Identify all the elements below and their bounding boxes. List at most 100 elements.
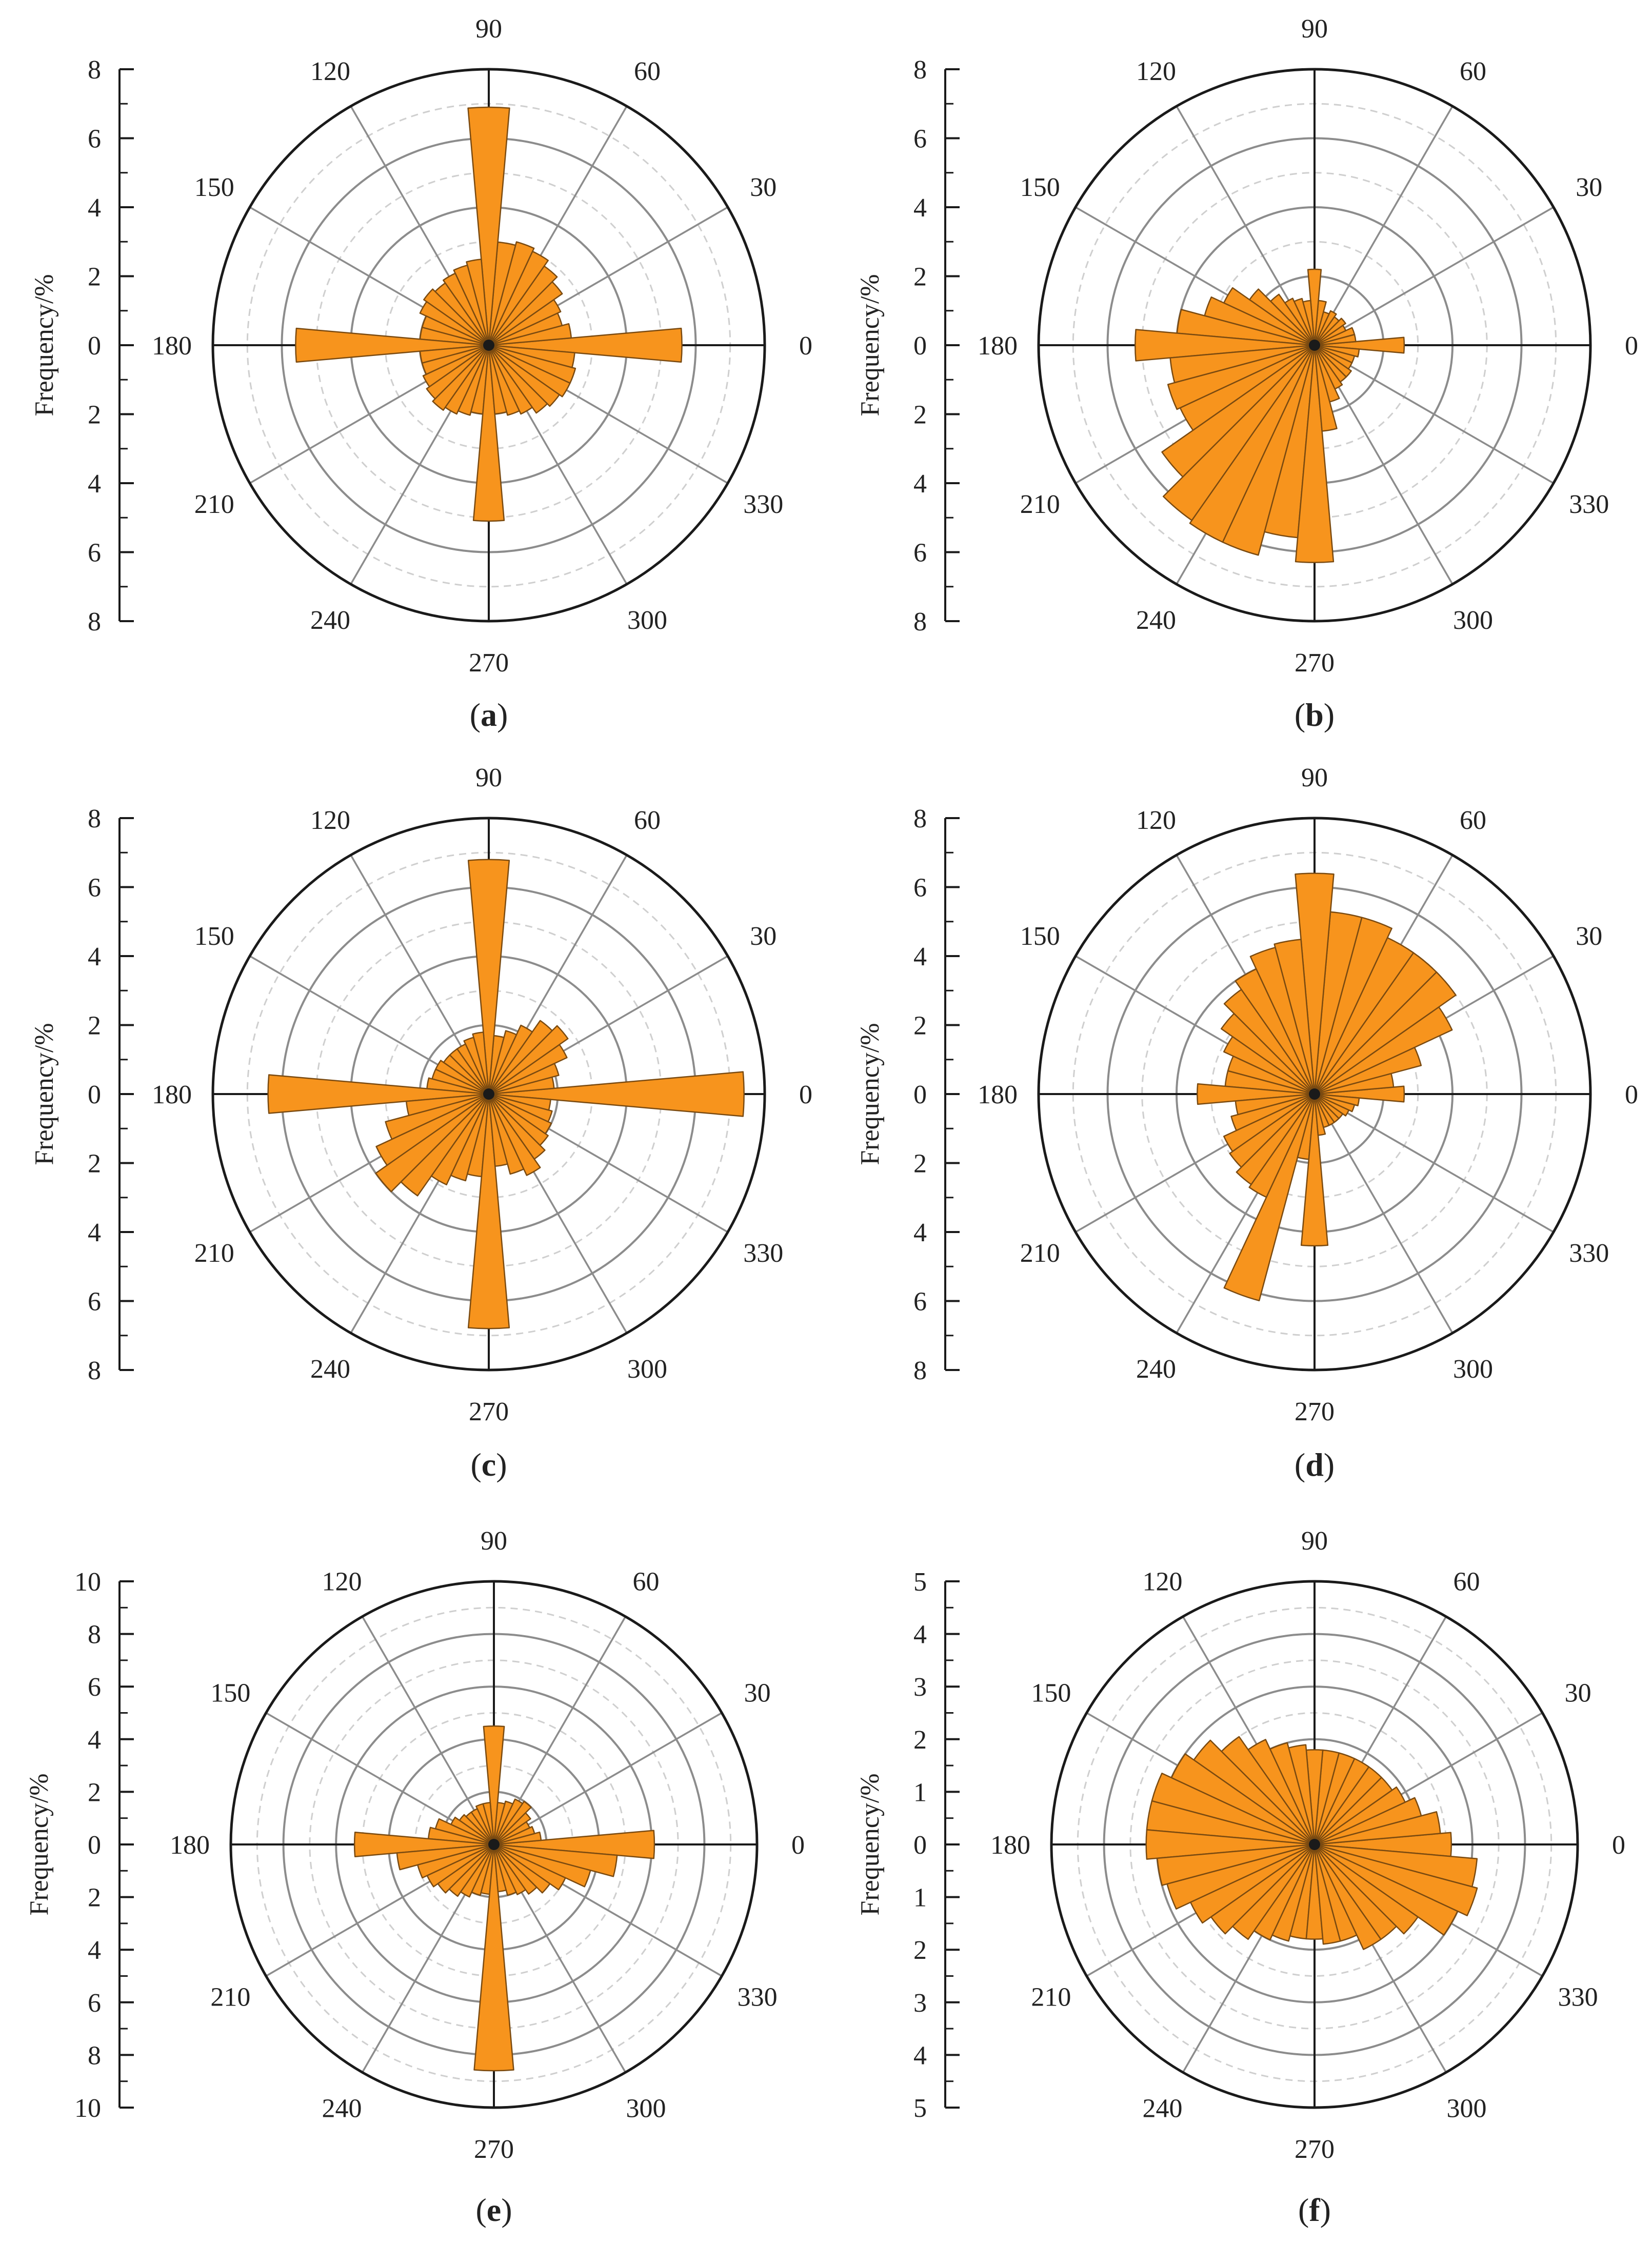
rose-bar-230: [1232, 1843, 1316, 1940]
rose-bar-350: [488, 344, 575, 368]
rose-bar-340: [1313, 1843, 1478, 1916]
radial-axis-title: Frequency/%: [30, 274, 59, 416]
spoke-line: [493, 1712, 723, 1845]
panel-caption-letter: f: [1309, 2192, 1320, 2228]
radial-tick-label: 5: [913, 1567, 927, 1597]
radial-axis: 10 8 6 4 2 0 2 4 6 8 10: [74, 1567, 134, 2123]
center-dot: [1309, 1839, 1320, 1850]
bar-layer: [353, 1725, 655, 2072]
radial-tick-label: 4: [88, 193, 101, 223]
panel-caption: (a): [470, 697, 508, 733]
radial-tick-label: 4: [88, 1218, 101, 1247]
outer-ring: [1037, 68, 1592, 623]
angle-label-60: 60: [634, 57, 661, 86]
angle-label-90: 90: [1301, 1526, 1328, 1556]
angle-label-90: 90: [475, 763, 502, 792]
radial-tick-label: 0: [913, 331, 927, 361]
radial-tick-label: 8: [913, 607, 927, 637]
angle-label-90: 90: [481, 1526, 507, 1556]
angle-label-270: 270: [1295, 648, 1335, 678]
angle-label-30: 30: [744, 1679, 771, 1708]
radial-axis-title: Frequency/%: [855, 274, 885, 416]
rose-bar-210: [1189, 1843, 1316, 1924]
angle-label-240: 240: [1136, 606, 1176, 635]
angle-label-60: 60: [634, 806, 661, 835]
angle-label-120: 120: [1136, 806, 1176, 835]
rose-bar-240: [444, 344, 490, 415]
radial-tick-label: 3: [913, 1989, 927, 2018]
angle-label-30: 30: [750, 173, 777, 202]
rose-bar-240: [1253, 1843, 1316, 1941]
radial-axis: 5 4 3 2 1 0 1 2 3 4 5: [913, 1567, 960, 2123]
outer-ring: [1050, 1580, 1579, 2109]
radial-axis-title: Frequency/%: [855, 1023, 885, 1165]
angle-label-90: 90: [475, 14, 502, 44]
rose-bar-90: [467, 106, 510, 346]
radial-tick-label: 4: [913, 2041, 927, 2070]
angle-label-300: 300: [627, 1355, 667, 1384]
rose-bar-300: [488, 1093, 541, 1176]
rose-bar-230: [400, 1093, 490, 1197]
angle-labels: 0 30 60 90 120 150 180 210 240 270 300 330: [978, 14, 1638, 678]
rose-bar-60: [488, 1024, 533, 1095]
angle-label-0: 0: [1612, 1831, 1625, 1860]
rose-bar-0: [488, 1071, 745, 1117]
radial-tick-label: 2: [913, 1149, 927, 1179]
rose-bar-210: [426, 1843, 495, 1888]
angle-labels: 0 30 60 90 120 150 180 210 240 270 300 330: [990, 1526, 1625, 2164]
angle-label-60: 60: [1460, 806, 1486, 835]
angle-label-330: 330: [1569, 490, 1609, 519]
angle-label-0: 0: [791, 1831, 805, 1860]
angle-label-270: 270: [469, 648, 509, 678]
panel-caption-letter: c: [482, 1446, 496, 1483]
rose-bar-200: [1167, 344, 1316, 410]
angle-labels: 0 30 60 90 120 150 180 210 240 270 300 330: [152, 763, 812, 1426]
frame-layer: [1037, 68, 1592, 623]
radial-tick-label: 2: [913, 263, 927, 292]
panel-caption: (c): [470, 1446, 507, 1483]
angle-labels: 0 30 60 90 120 150 180 210 240 270 300 330: [170, 1526, 805, 2164]
rose-bar-250: [1222, 344, 1316, 556]
rose-bar-320: [488, 1093, 549, 1146]
angle-label-120: 120: [1143, 1567, 1183, 1596]
radial-axis: 8 6 4 2 0 2 4 6 8: [913, 804, 960, 1385]
angle-label-180: 180: [170, 1831, 210, 1860]
angle-label-300: 300: [1447, 2094, 1487, 2123]
panel-b: 0 30 60 90 120 150 180 210 240 270 300 330 8 6 4 2 0 2 4 6…: [855, 14, 1638, 733]
angle-label-30: 30: [750, 922, 777, 951]
angle-label-210: 210: [1020, 1239, 1060, 1268]
angle-label-270: 270: [1295, 2135, 1335, 2164]
radial-tick-label: 0: [88, 331, 101, 361]
outer-ring: [211, 817, 766, 1372]
radial-tick-label: 0: [913, 1831, 927, 1860]
radial-tick-label: 1: [913, 1778, 927, 1807]
angle-label-120: 120: [310, 57, 350, 86]
rose-bar-70: [488, 1030, 518, 1095]
rose-bar-250: [1223, 1093, 1316, 1301]
rose-bar-70: [493, 1800, 514, 1845]
rose-bar-230: [432, 344, 490, 411]
radial-tick-label: 5: [913, 2094, 927, 2123]
radial-tick-label: 4: [913, 942, 927, 971]
rose-bar-0: [1313, 336, 1405, 354]
rose-bar-250: [457, 344, 490, 416]
radial-tick-label: 1: [913, 1883, 927, 1913]
spoke-line: [1314, 206, 1554, 346]
rose-bar-220: [1210, 1843, 1316, 1935]
radial-tick-label: 0: [88, 1831, 101, 1860]
angle-labels: 0 30 60 90 120 150 180 210 240 270 300 330: [978, 763, 1638, 1426]
angle-label-270: 270: [469, 1397, 509, 1426]
rose-bar-250: [1271, 1843, 1316, 1942]
radial-tick-label: 10: [74, 1567, 101, 1597]
radial-tick-label: 4: [88, 1936, 101, 1965]
angle-label-60: 60: [1460, 57, 1486, 86]
rose-bar-60: [1313, 310, 1337, 346]
angle-label-330: 330: [743, 1239, 783, 1268]
outer-ring: [211, 68, 766, 623]
spoke-line: [1313, 1094, 1454, 1334]
panel-caption: (b): [1295, 697, 1335, 733]
radial-tick-label: 4: [913, 1620, 927, 1650]
radial-tick-label: 8: [88, 55, 101, 85]
center-dot: [1309, 340, 1320, 351]
